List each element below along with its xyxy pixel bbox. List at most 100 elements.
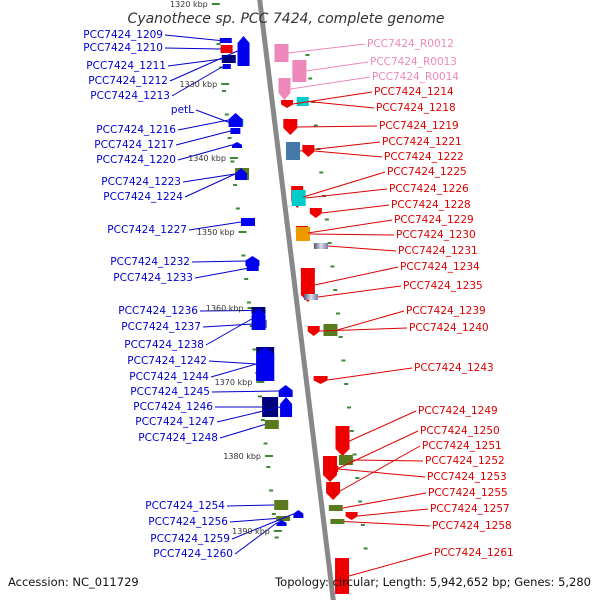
gene-label: PCC7424_1210 — [83, 42, 163, 54]
scale-label: 1340 kbp — [188, 154, 226, 163]
guide-tick — [347, 406, 352, 409]
gene-label: PCC7424_1226 — [389, 183, 469, 195]
gene-label-line — [194, 268, 247, 279]
gene-label-line — [290, 76, 371, 90]
gene-label-line — [288, 43, 366, 54]
gene-label: PCC7424_1219 — [379, 120, 459, 132]
guide-tick — [258, 395, 263, 398]
gene-label-line — [308, 101, 375, 109]
gene-label-line — [337, 310, 405, 331]
gene-label-line — [352, 459, 424, 462]
gene-feature-pcc7424_1248 — [264, 420, 279, 429]
gene-feature-pcc7424_1243 — [313, 376, 328, 384]
gene-label-line — [177, 119, 229, 131]
gene-label: PCC7424_1223 — [101, 176, 181, 188]
gene-label-line — [219, 424, 265, 439]
gene-label: PCC7424_1214 — [374, 86, 454, 98]
gene-label-line — [321, 204, 390, 214]
gene-feature-pcc7424_1235 — [303, 294, 318, 300]
guide-tick — [244, 278, 249, 280]
scale-tick — [273, 530, 282, 532]
gene-label: PCC7424_1257 — [430, 503, 510, 515]
guide-tick — [313, 124, 318, 127]
gene-feature-pcc7424_1211 — [221, 55, 236, 63]
gene-label: PCC7424_1221 — [382, 136, 462, 148]
guide-tick — [266, 466, 271, 468]
gene-label-line — [226, 504, 275, 507]
gene-label: PCC7424_1233 — [113, 272, 193, 284]
guide-tick — [227, 137, 232, 139]
gene-label-line — [314, 150, 383, 158]
gene-label-line — [205, 318, 252, 346]
scale-label: 1380 kbp — [223, 452, 261, 461]
gene-label: PCC7424_1220 — [96, 154, 176, 166]
gene-feature-pcc7424_1249 — [335, 426, 350, 456]
gene-label: PCC7424_1234 — [400, 261, 480, 273]
guide-tick — [305, 54, 310, 56]
scale-label: 1330 kbp — [179, 80, 217, 89]
gene-label-line — [310, 233, 395, 236]
gene-label: petL — [171, 104, 194, 116]
gene-label: PCC7424_1209 — [83, 29, 163, 41]
gene-feature-pcc7424_1209 — [219, 38, 232, 43]
scale-label: 1390 kbp — [232, 527, 270, 536]
guide-tick — [341, 359, 346, 362]
gene-feature-pcc7424_1228 — [309, 208, 322, 218]
gene-label-line — [314, 266, 399, 286]
gene-feature-pcc7424_1245 — [278, 385, 293, 397]
scale-tick — [229, 157, 238, 159]
gene-label: PCC7424_1243 — [414, 362, 494, 374]
gene-label: PCC7424_1248 — [138, 432, 218, 444]
scale-label: 1320 kbp — [170, 0, 208, 9]
gene-label: PCC7424_1224 — [103, 191, 183, 203]
guide-tick — [330, 265, 335, 268]
gene-feature-pcc7424_1238 — [251, 308, 266, 330]
gene-label-line — [184, 173, 236, 198]
gene-label: PCC7424_R0014 — [372, 71, 459, 83]
gene-feature-pcc7424_1233 — [246, 266, 259, 271]
gene-feature-pcc7424_1224 — [235, 168, 248, 180]
guide-tick — [360, 524, 365, 526]
gene-label: PCC7424_1253 — [427, 471, 507, 483]
gene-label: PCC7424_1228 — [391, 199, 471, 211]
gene-label: PCC7424_1255 — [428, 487, 508, 499]
gene-feature-pcc7424_r0014 — [278, 78, 291, 100]
gene-label-line — [231, 513, 294, 540]
gene-feature-pcc7424_1216 — [228, 113, 243, 127]
gene-label: PCC7424_1251 — [422, 440, 502, 452]
gene-label-line — [167, 58, 222, 67]
guide-tick — [335, 312, 340, 315]
gene-feature-pcc7424_1251 — [326, 482, 341, 500]
gene-label: PCC7424_1227 — [107, 224, 187, 236]
gene-label: PCC7424_1237 — [121, 321, 201, 333]
gene-label: PCC7424_1246 — [133, 401, 213, 413]
guide-tick — [241, 254, 246, 257]
gene-label: PCC7424_1239 — [406, 305, 486, 317]
gene-label-line — [169, 50, 238, 82]
guide-tick — [363, 547, 368, 550]
guide-tick — [246, 301, 251, 304]
gene-feature-pcc7424_1257 — [345, 512, 358, 520]
gene-feature-pcc7424_1252 — [338, 455, 353, 465]
gene-label: PCC7424_1216 — [96, 124, 176, 136]
guide-tick — [230, 160, 235, 163]
gene-label-line — [234, 522, 277, 555]
gene-feature-pcc7424_1253 — [324, 466, 339, 472]
gene-feature-pcc7424_1239 — [323, 324, 338, 336]
gene-label-line — [349, 410, 417, 442]
gene-label-line — [307, 219, 393, 234]
gene-feature-pcc7424_1232 — [245, 256, 260, 266]
gene-label: PCC7424_1252 — [425, 455, 505, 467]
gene-label-line — [164, 47, 221, 50]
gene-feature-pcc7424_1244 — [256, 347, 275, 381]
gene-feature-pcc7424_1220 — [232, 142, 243, 148]
gene-label: PCC7424_1245 — [130, 386, 210, 398]
accession-text: Accession: NC_011729 — [8, 575, 139, 589]
gene-label: PCC7424_R0012 — [367, 38, 454, 50]
gene-label-line — [195, 109, 230, 123]
guide-tick — [252, 348, 257, 351]
gene-label: PCC7424_1222 — [384, 151, 464, 163]
guide-tick — [271, 513, 276, 515]
scale-tick — [238, 231, 247, 233]
